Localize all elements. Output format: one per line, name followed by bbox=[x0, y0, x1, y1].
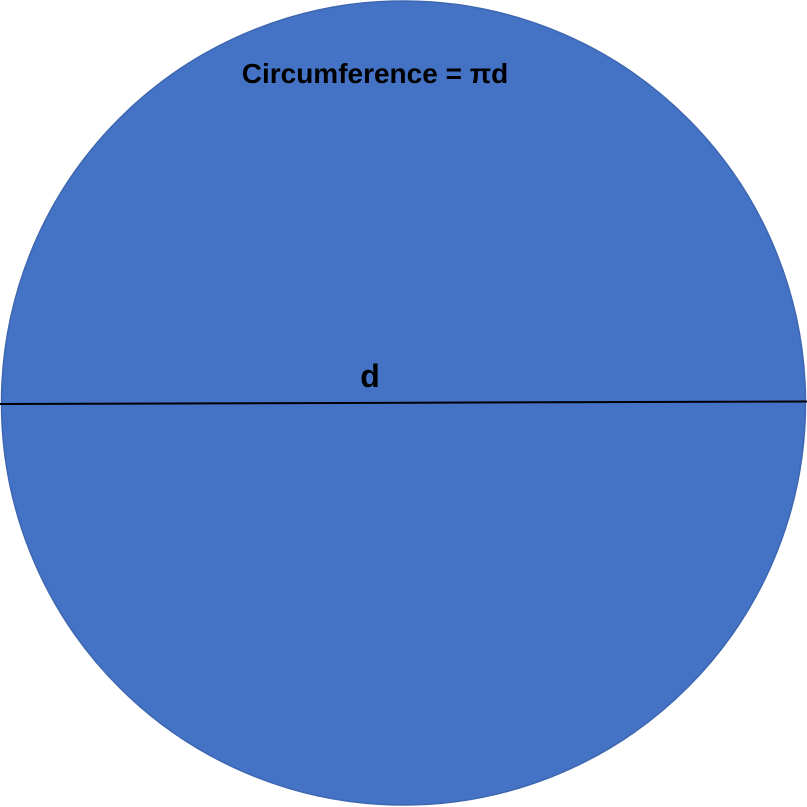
diameter-line bbox=[0, 400, 807, 405]
circumference-label: Circumference = πd bbox=[242, 58, 509, 89]
diameter-label: d bbox=[360, 358, 380, 394]
